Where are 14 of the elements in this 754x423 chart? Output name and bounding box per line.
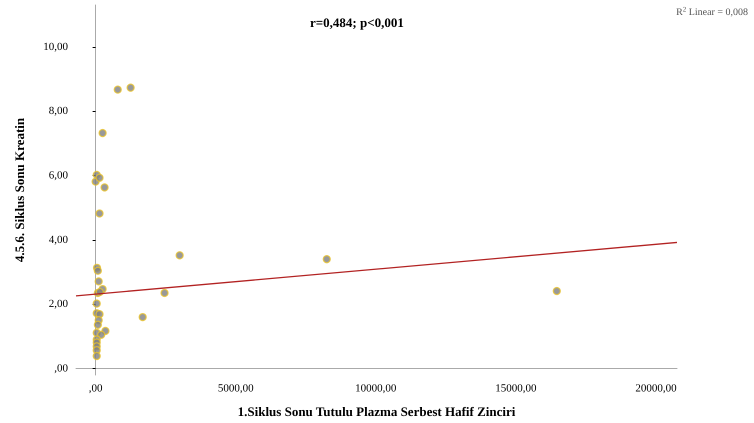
x-tick-label: 5000,00: [218, 382, 254, 394]
y-axis-title: 4.5.6. Siklus Sonu Kreatin: [12, 117, 27, 262]
y-tick-label: 6,00: [48, 170, 68, 182]
x-tick-label: 15000,00: [495, 382, 538, 394]
x-axis-title: 1.Siklus Sonu Tutulu Plazma Serbest Hafif Zinciri: [238, 404, 516, 419]
x-tick-label: 20000,00: [635, 382, 678, 394]
y-tick-label: 4,00: [48, 234, 68, 246]
y-tick-label: 10,00: [43, 40, 68, 53]
x-tick-label: ,00: [88, 382, 103, 394]
annotation: r=0,484; p<0,001: [310, 15, 404, 30]
x-tick-label: 10000,00: [355, 382, 397, 394]
y-tick-label: ,00: [54, 362, 68, 375]
y-tick-label: 2,00: [48, 298, 68, 310]
y-tick-label: 8,00: [48, 105, 68, 118]
